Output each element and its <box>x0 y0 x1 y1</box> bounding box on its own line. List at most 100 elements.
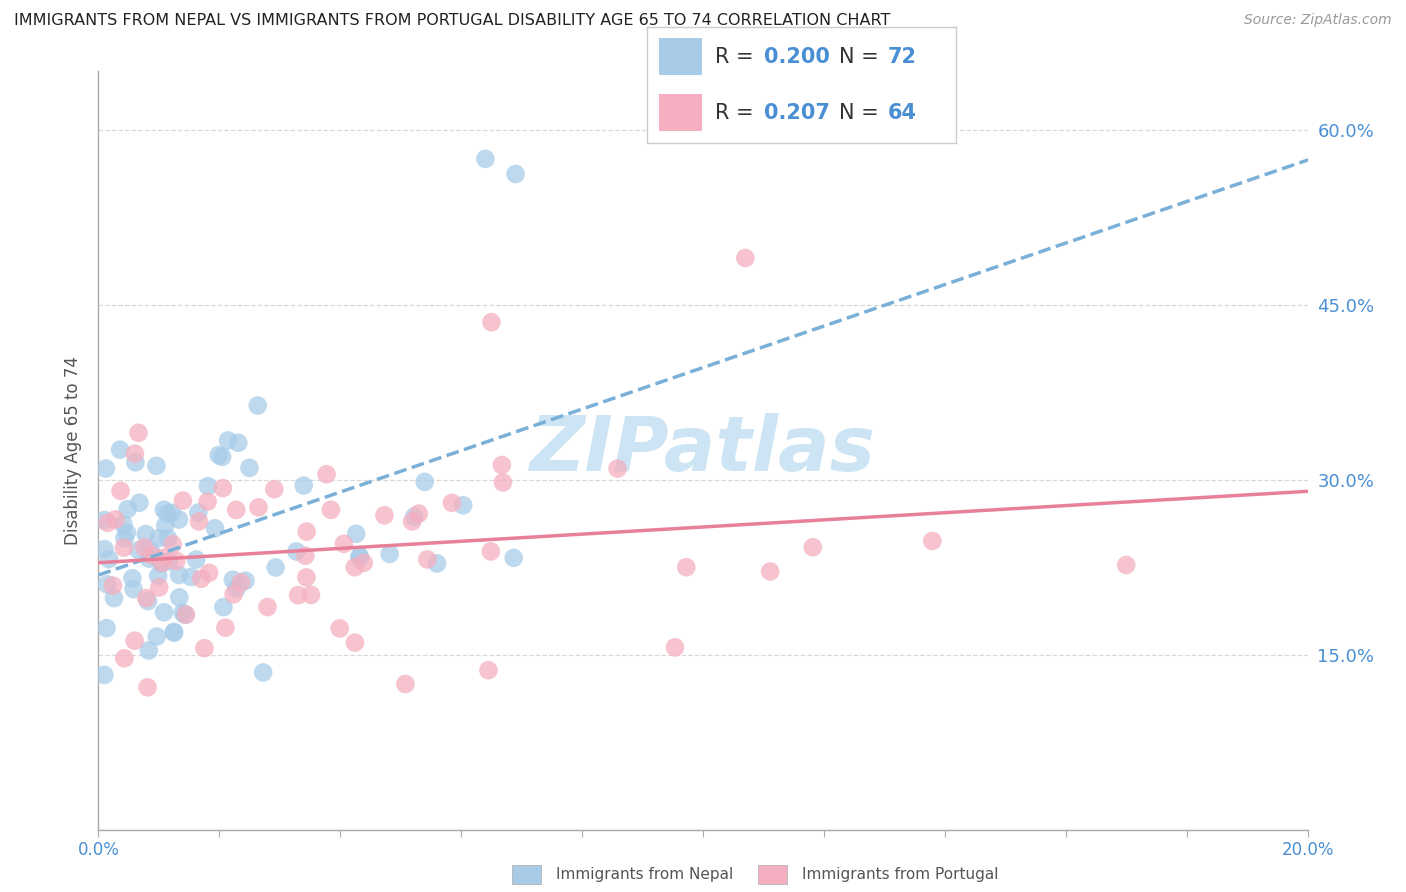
Point <box>115 525 138 540</box>
Point <box>315 467 337 482</box>
Point <box>117 502 139 516</box>
Point <box>212 600 235 615</box>
Point <box>136 681 159 695</box>
Point <box>148 580 170 594</box>
Point <box>188 515 211 529</box>
Point <box>211 481 233 495</box>
Point <box>214 621 236 635</box>
Point <box>97 552 120 566</box>
Point <box>135 591 157 606</box>
Point <box>378 547 401 561</box>
Point <box>160 506 183 520</box>
Text: 0.200: 0.200 <box>765 47 830 67</box>
Point <box>138 643 160 657</box>
Point <box>187 506 209 520</box>
Point <box>165 554 187 568</box>
Point <box>492 475 515 490</box>
Point <box>299 588 322 602</box>
Point <box>229 575 252 590</box>
Point <box>134 541 156 555</box>
Point <box>128 543 150 558</box>
Point <box>294 549 316 563</box>
Bar <box>758 865 787 883</box>
Point <box>675 560 697 574</box>
Point <box>93 542 115 557</box>
Point <box>172 493 194 508</box>
Point <box>124 455 146 469</box>
Point <box>502 550 524 565</box>
Text: 0.207: 0.207 <box>765 103 830 122</box>
Point <box>103 591 125 606</box>
Point <box>287 588 309 602</box>
Point <box>94 461 117 475</box>
Point <box>208 448 231 462</box>
Point <box>141 548 163 562</box>
Point <box>96 621 118 635</box>
Point <box>138 551 160 566</box>
Point <box>193 641 215 656</box>
Point <box>169 591 191 605</box>
Point <box>329 622 352 636</box>
Point <box>128 425 150 440</box>
Point <box>451 498 474 512</box>
Point <box>477 663 499 677</box>
Point <box>413 475 436 489</box>
Point <box>247 500 270 515</box>
Point <box>664 640 686 655</box>
Point <box>157 554 180 568</box>
Bar <box>659 94 703 131</box>
Text: Immigrants from Portugal: Immigrants from Portugal <box>801 867 998 881</box>
Point <box>349 550 371 565</box>
Point <box>135 527 157 541</box>
Point <box>112 541 135 555</box>
Point <box>150 557 173 571</box>
Point <box>404 509 426 524</box>
Point <box>114 531 136 545</box>
Point <box>128 496 150 510</box>
Point <box>96 577 118 591</box>
Point <box>197 479 219 493</box>
Point <box>190 572 212 586</box>
Bar <box>512 865 541 883</box>
Point <box>112 517 135 532</box>
Point <box>197 494 219 508</box>
Y-axis label: Disability Age 65 to 74: Disability Age 65 to 74 <box>65 356 83 545</box>
Point <box>162 537 184 551</box>
Point <box>152 550 174 565</box>
Point <box>263 482 285 496</box>
Text: N =: N = <box>838 47 884 67</box>
Point <box>153 502 176 516</box>
Point <box>256 599 278 614</box>
Point <box>153 605 176 619</box>
Point <box>416 552 439 566</box>
Point <box>167 568 190 582</box>
Point <box>93 668 115 682</box>
Text: IMMIGRANTS FROM NEPAL VS IMMIGRANTS FROM PORTUGAL DISABILITY AGE 65 TO 74 CORREL: IMMIGRANTS FROM NEPAL VS IMMIGRANTS FROM… <box>14 13 890 29</box>
Point <box>225 503 247 517</box>
Point <box>93 513 115 527</box>
Point <box>479 544 502 558</box>
Point <box>319 503 342 517</box>
Text: R =: R = <box>714 103 761 122</box>
Point <box>295 524 318 539</box>
Point <box>121 571 143 585</box>
Point <box>97 516 120 530</box>
Point <box>163 625 186 640</box>
Point <box>394 677 416 691</box>
Point <box>104 512 127 526</box>
Point <box>204 521 226 535</box>
Point <box>222 573 245 587</box>
Point <box>292 478 315 492</box>
Point <box>1115 558 1137 572</box>
Point <box>156 507 179 521</box>
Point <box>440 496 463 510</box>
Point <box>491 458 513 472</box>
Point <box>101 579 124 593</box>
Point <box>174 607 197 622</box>
Text: N =: N = <box>838 103 884 122</box>
Point <box>172 606 194 620</box>
Point <box>606 461 628 475</box>
Point <box>124 633 146 648</box>
Point <box>344 526 367 541</box>
Point <box>801 540 824 554</box>
